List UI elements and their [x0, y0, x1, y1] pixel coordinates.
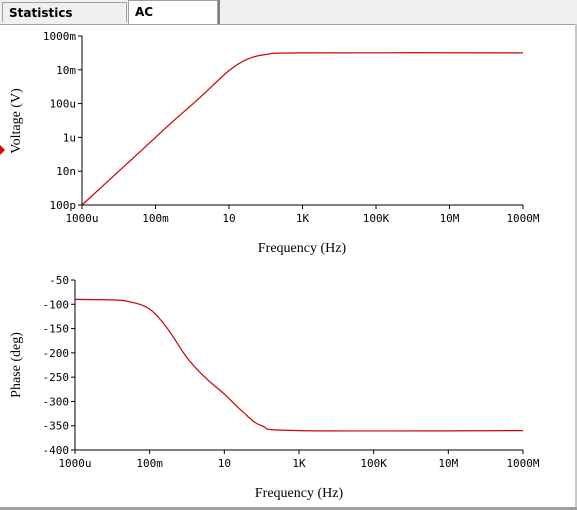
panel-bottom-edge: [0, 507, 577, 510]
y-tick-label: -150: [43, 323, 70, 336]
y-tick-label: -100: [43, 298, 70, 311]
plot-panel: [0, 24, 577, 507]
phase-trace: [74, 298, 524, 432]
x-tick-label: 1000M: [506, 212, 539, 225]
tab-divider: [218, 0, 220, 24]
x-tick-label: 10M: [438, 457, 458, 470]
x-tick-label: 1K: [292, 457, 306, 470]
y-tick-label: 10m: [56, 64, 76, 77]
x-tick-label: 100K: [363, 212, 390, 225]
tab-bar: Statistics [Analog] AC Analysis: [0, 0, 577, 41]
x-tick-label: 10: [218, 457, 231, 470]
y-tick-label: -300: [43, 395, 70, 408]
phase-y-axis-label: Phase (deg): [9, 332, 24, 398]
y-tick-label: -50: [49, 274, 69, 287]
y-tick-label: 100p: [50, 199, 77, 212]
y-tick-label: 10n: [56, 165, 76, 178]
x-tick-label: 100m: [142, 212, 169, 225]
y-tick-label: 1u: [63, 131, 76, 144]
x-tick-label: 100m: [136, 457, 163, 470]
x-tick-label: 1000u: [58, 457, 91, 470]
x-tick-label: 1000u: [65, 212, 98, 225]
voltage-trace: [81, 52, 524, 206]
y-tick-label: -400: [43, 444, 70, 457]
voltage-y-axis-label: Voltage (V): [9, 88, 24, 154]
x-tick-label: 10: [222, 212, 235, 225]
x-tick-label: 1K: [296, 212, 310, 225]
x-tick-label: 1000M: [506, 457, 539, 470]
voltage-chart[interactable]: 1000m 10m 100u 1u 10n 100p 1000u 100m 10 1K 100K 1…: [9, 30, 540, 256]
y-tick-label: -350: [43, 420, 70, 433]
y-tick-label: 1000m: [43, 30, 76, 43]
panel-right-edge: [575, 24, 577, 510]
phase-x-axis-label: Frequency (Hz): [255, 486, 344, 501]
x-tick-label: 10M: [440, 212, 460, 225]
y-tick-label: 100u: [50, 98, 77, 111]
y-tick-label: -200: [43, 347, 70, 360]
x-tick-label: 100K: [360, 457, 387, 470]
phase-chart[interactable]: -50 -100 -150 -200 -250 -300 -350 -400 1000u 100…: [9, 274, 540, 501]
selection-marker-icon: [0, 145, 5, 155]
voltage-x-axis-label: Frequency (Hz): [258, 241, 347, 256]
y-tick-label: -250: [43, 371, 70, 384]
